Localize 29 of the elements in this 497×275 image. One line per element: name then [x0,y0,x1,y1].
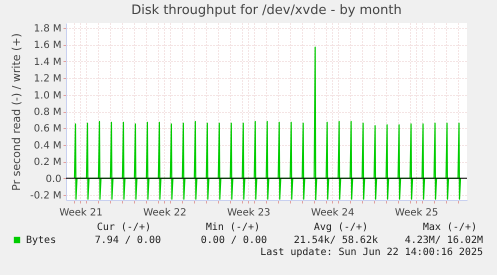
text: 4.23M/ 16.02M [404,235,483,246]
text: Last update: Sun Jun 22 14:00:16 2025 [260,247,483,258]
y-tick-label: 1.6 M [34,40,62,52]
text: Avg (-/+) [314,222,368,233]
y-tick-label: 0.0 [46,174,62,185]
x-tick-label: Week 25 [394,208,438,218]
chart-title: Disk throughput for /dev/xvde - by month [131,3,402,18]
x-tick-label: Week 23 [227,208,270,218]
x-tick-label: Week 21 [59,208,103,218]
y-tick-label: 0.4 M [34,140,62,152]
y-tick-label: 0.6 M [34,124,62,135]
y-tick-label: 1.2 M [34,74,62,85]
text: Cur (-/+) [96,222,151,233]
y-tick-label: 1.0 M [34,90,62,102]
legend-label: Bytes [26,235,56,246]
x-tick-label: Week 22 [143,208,187,218]
text: 0.00 / 0.00 [200,235,267,246]
text: 21.54k/ 58.62k [294,235,378,246]
text: Max (-/+) [422,222,477,233]
y-tick-label: 1.4 M [34,56,62,68]
y-tick-label: 1.8 M [34,24,62,35]
y-tick-label: 0.2 M [34,157,62,168]
line-series [74,46,462,200]
text: Min (-/+) [206,222,260,233]
y-tick-label: -0.2 M [30,190,62,202]
y-tick-label: 0.8 M [34,107,62,118]
y-axis-title: Pr second read (-) / write (+) [10,33,24,191]
text: 7.94 / 0.00 [94,235,161,246]
x-tick-label: Week 24 [311,208,354,218]
